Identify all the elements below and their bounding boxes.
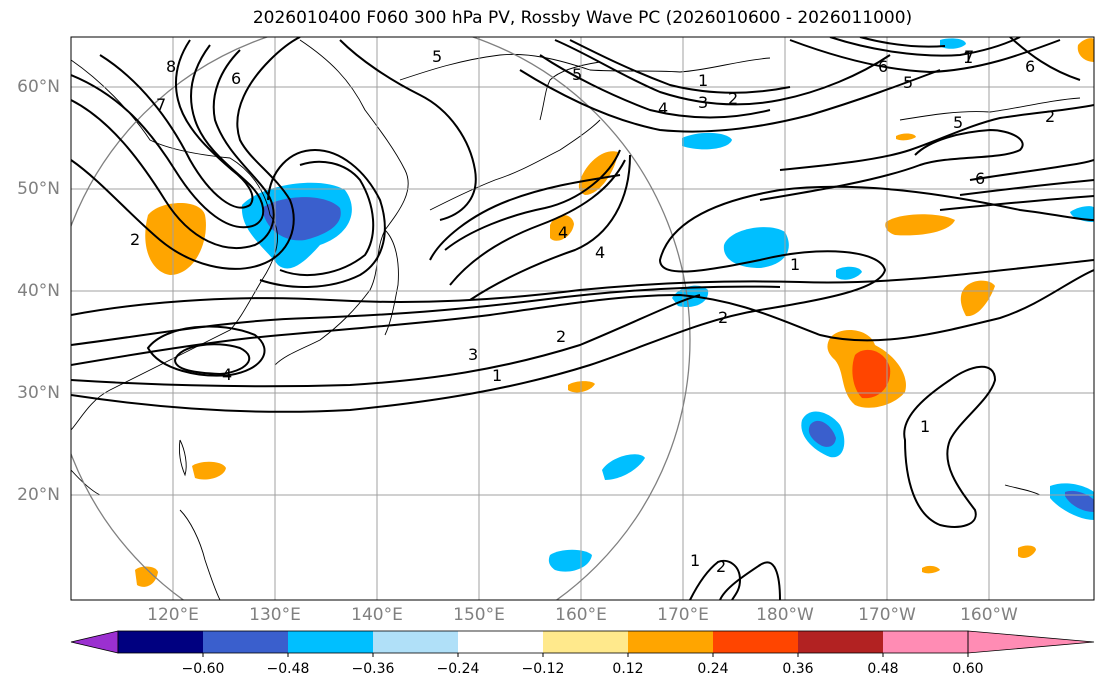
positive-anomaly xyxy=(192,461,226,480)
contour-label: 5 xyxy=(572,65,582,84)
lat-label: 50°N xyxy=(17,179,60,199)
contour-label: 2 xyxy=(130,230,140,249)
contour-label: 7 xyxy=(156,95,166,114)
positive-anomaly xyxy=(922,565,940,574)
positive-anomaly xyxy=(885,214,955,236)
contour-label: 1 xyxy=(963,48,973,67)
contour-label: 2 xyxy=(1045,107,1055,126)
colorbar-segment xyxy=(373,631,458,653)
contour-label: 1 xyxy=(492,366,502,385)
positive-anomaly xyxy=(1018,545,1036,558)
contour-label: 3 xyxy=(468,345,478,364)
contour-label: 8 xyxy=(166,57,176,76)
lon-label: 120°E xyxy=(147,605,199,625)
lon-label: 150°E xyxy=(453,605,505,625)
lat-label: 20°N xyxy=(17,485,60,505)
strong-negative-anomaly xyxy=(262,197,341,241)
colorbar-segment xyxy=(798,631,883,653)
positive-anomaly xyxy=(145,202,206,275)
lon-label: 180°W xyxy=(756,605,814,625)
negative-anomaly xyxy=(682,132,732,150)
colorbar-segment xyxy=(628,631,713,653)
colorbar-segment xyxy=(203,631,288,653)
contour-label: 6 xyxy=(878,57,888,76)
strong-negative-anomaly xyxy=(1065,490,1094,512)
range-circle xyxy=(71,37,691,600)
negative-anomaly xyxy=(836,266,862,280)
positive-anomaly xyxy=(550,215,574,241)
lat-label: 60°N xyxy=(17,77,60,97)
colorbar-segment xyxy=(543,631,628,653)
map-background xyxy=(71,37,1094,600)
contour-label: 5 xyxy=(953,113,963,132)
lat-label: 30°N xyxy=(17,383,60,403)
colorbar-segment xyxy=(70,630,119,654)
colorbar-tick-label: 0.24 xyxy=(697,661,729,677)
colorbar-tick-label: −0.48 xyxy=(266,661,310,677)
contour-label: 6 xyxy=(975,169,985,188)
lon-label: 140°E xyxy=(351,605,403,625)
contour-label: 4 xyxy=(595,243,605,262)
colorbar-tick-label: −0.36 xyxy=(351,661,395,677)
positive-anomaly xyxy=(578,151,618,195)
contour-label: 2 xyxy=(718,308,728,327)
lon-label: 130°E xyxy=(249,605,301,625)
contour-label: 6 xyxy=(1025,57,1035,76)
map-frame xyxy=(70,36,1095,601)
colorbar-tick-label: 0.12 xyxy=(612,661,644,677)
pv-anomaly-shading xyxy=(135,38,1094,587)
colorbar-segment xyxy=(883,631,968,653)
colorbar-segment xyxy=(713,631,798,653)
colorbar-tick-label: 0.36 xyxy=(782,661,814,677)
lon-label: 160°W xyxy=(960,605,1018,625)
strong-negative-anomaly xyxy=(808,420,836,447)
colorbar-tick-label: 0.48 xyxy=(867,661,899,677)
lat-label: 40°N xyxy=(17,281,60,301)
colorbar-tick-label: 0.60 xyxy=(952,661,984,677)
lon-label: 160°E xyxy=(555,605,607,625)
contour-label: 7 xyxy=(964,47,974,66)
contour-label: 1 xyxy=(920,417,930,436)
contour-label: 3 xyxy=(698,93,708,112)
colorbar-segment xyxy=(458,631,543,653)
colorbar-segment xyxy=(288,631,373,653)
colorbar-tick-label: −0.60 xyxy=(181,661,225,677)
lon-label: 170°W xyxy=(858,605,916,625)
colorbar-tick-label: −0.12 xyxy=(521,661,565,677)
colorbar-segment xyxy=(967,630,1095,654)
positive-anomaly xyxy=(896,133,916,141)
positive-anomaly xyxy=(135,566,158,587)
contour-label: 2 xyxy=(556,327,566,346)
contour-label: 1 xyxy=(790,255,800,274)
contour-label: 4 xyxy=(658,99,668,118)
positive-anomaly xyxy=(1077,38,1094,62)
lon-label: 170°E xyxy=(657,605,709,625)
pv-contours xyxy=(71,37,1094,600)
contour-label: 2 xyxy=(728,89,738,108)
contour-label: 1 xyxy=(698,71,708,90)
figure-title: 2026010400 F060 300 hPa PV, Rossby Wave … xyxy=(252,8,913,28)
coastlines xyxy=(71,39,1081,600)
negative-anomaly xyxy=(940,38,966,49)
contour-label: 5 xyxy=(903,73,913,92)
strong-positive-anomaly xyxy=(852,349,891,399)
contour-label: 6 xyxy=(231,69,241,88)
contour-label: 4 xyxy=(222,365,232,384)
contour-label: 1 xyxy=(690,551,700,570)
graticule xyxy=(71,37,1094,600)
colorbar-ticks xyxy=(202,653,969,657)
colorbar-tick-label: −0.24 xyxy=(436,661,480,677)
contour-label: 2 xyxy=(716,557,726,576)
colorbar-segment xyxy=(118,631,203,653)
negative-anomaly xyxy=(602,454,645,480)
contour-label: 4 xyxy=(558,223,568,242)
contour-label: 5 xyxy=(432,47,442,66)
contour-labels: 8 7 6 5 2 1 2 3 4 5 6 1 2 7 6 5 4 5 6 4 … xyxy=(130,47,1055,576)
positive-anomaly xyxy=(960,280,995,317)
